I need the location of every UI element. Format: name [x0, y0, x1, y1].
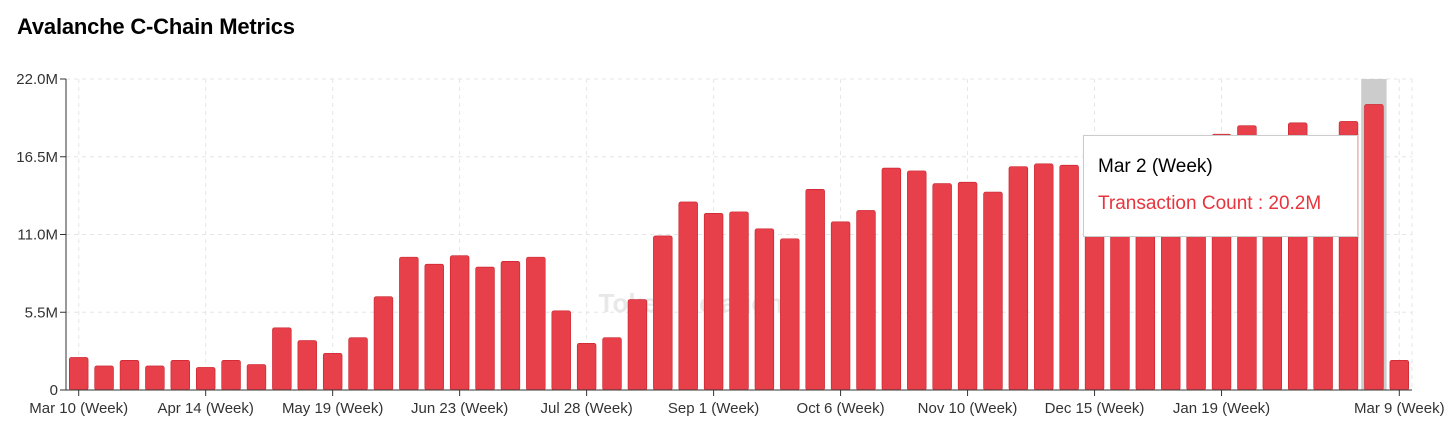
- x-tick-label: Apr 14 (Week): [157, 400, 253, 417]
- y-tick-label: 16.5M: [16, 149, 58, 166]
- y-tick-label: 5.5M: [25, 304, 58, 321]
- x-tick-label: Nov 10 (Week): [918, 400, 1018, 417]
- bar: [881, 167, 902, 391]
- bar: [780, 238, 800, 391]
- bar: [348, 337, 368, 391]
- bar: [1364, 104, 1384, 391]
- x-tick-label: Jan 19 (Week): [1173, 400, 1270, 417]
- bar: [703, 212, 724, 391]
- bar: [1008, 166, 1029, 391]
- x-tick-label: Oct 6 (Week): [797, 400, 885, 417]
- bar: [221, 360, 241, 391]
- x-tick-label: Mar 9 (Week): [1354, 400, 1445, 417]
- bar: [297, 340, 317, 391]
- y-tick-label: 11.0M: [17, 227, 58, 244]
- page-title: Avalanche C-Chain Metrics: [17, 14, 295, 39]
- x-tick-label: Dec 15 (Week): [1045, 400, 1145, 417]
- tooltip-period-label: Mar 2 (Week): [1098, 156, 1213, 177]
- bar: [246, 364, 267, 391]
- x-tick-label: Jul 28 (Week): [540, 400, 632, 417]
- bar: [551, 310, 571, 391]
- bar: [932, 183, 952, 391]
- bar: [119, 360, 140, 391]
- bar: [322, 352, 343, 391]
- bar: [754, 228, 775, 391]
- bar: [729, 211, 749, 391]
- bar: [1034, 163, 1054, 391]
- bar: [145, 365, 165, 391]
- bar-tooltip: Mar 2 (Week) Transaction Count : 20.2M: [1083, 135, 1358, 237]
- bar: [576, 343, 597, 391]
- bar: [653, 235, 673, 391]
- x-tick-label: Mar 10 (Week): [29, 400, 128, 417]
- bar: [170, 360, 190, 391]
- bar: [399, 256, 419, 391]
- bar: [830, 221, 851, 391]
- axes: 0 5.5M 11.0M 16.5M 22.0M Mar 10 (Week) Apr 14 …: [16, 71, 1444, 417]
- x-tick-label: Jun 23 (Week): [411, 400, 508, 417]
- bar: [475, 266, 495, 391]
- bar: [602, 337, 622, 391]
- x-tick-label: May 19 (Week): [282, 400, 383, 417]
- bar: [424, 263, 444, 391]
- bar: [957, 181, 978, 391]
- y-tick-label: 0: [50, 382, 58, 399]
- bar: [69, 357, 89, 391]
- x-tick-label: Sep 1 (Week): [668, 400, 759, 417]
- bar: [907, 170, 927, 391]
- bar: [526, 256, 546, 391]
- bar: [627, 299, 648, 391]
- bar: [373, 296, 394, 391]
- bar: [678, 201, 698, 391]
- bar: [1059, 164, 1079, 391]
- bar: [500, 261, 521, 391]
- bar: [94, 365, 114, 391]
- tooltip-value-label: Transaction Count : 20.2M: [1098, 193, 1322, 214]
- bar: [856, 210, 876, 391]
- bar: [983, 191, 1003, 391]
- bar: [805, 188, 825, 391]
- bar: [195, 367, 216, 391]
- y-tick-label: 22.0M: [16, 71, 58, 88]
- bar: [272, 327, 292, 391]
- bar: [1389, 360, 1409, 391]
- bar: [449, 255, 470, 391]
